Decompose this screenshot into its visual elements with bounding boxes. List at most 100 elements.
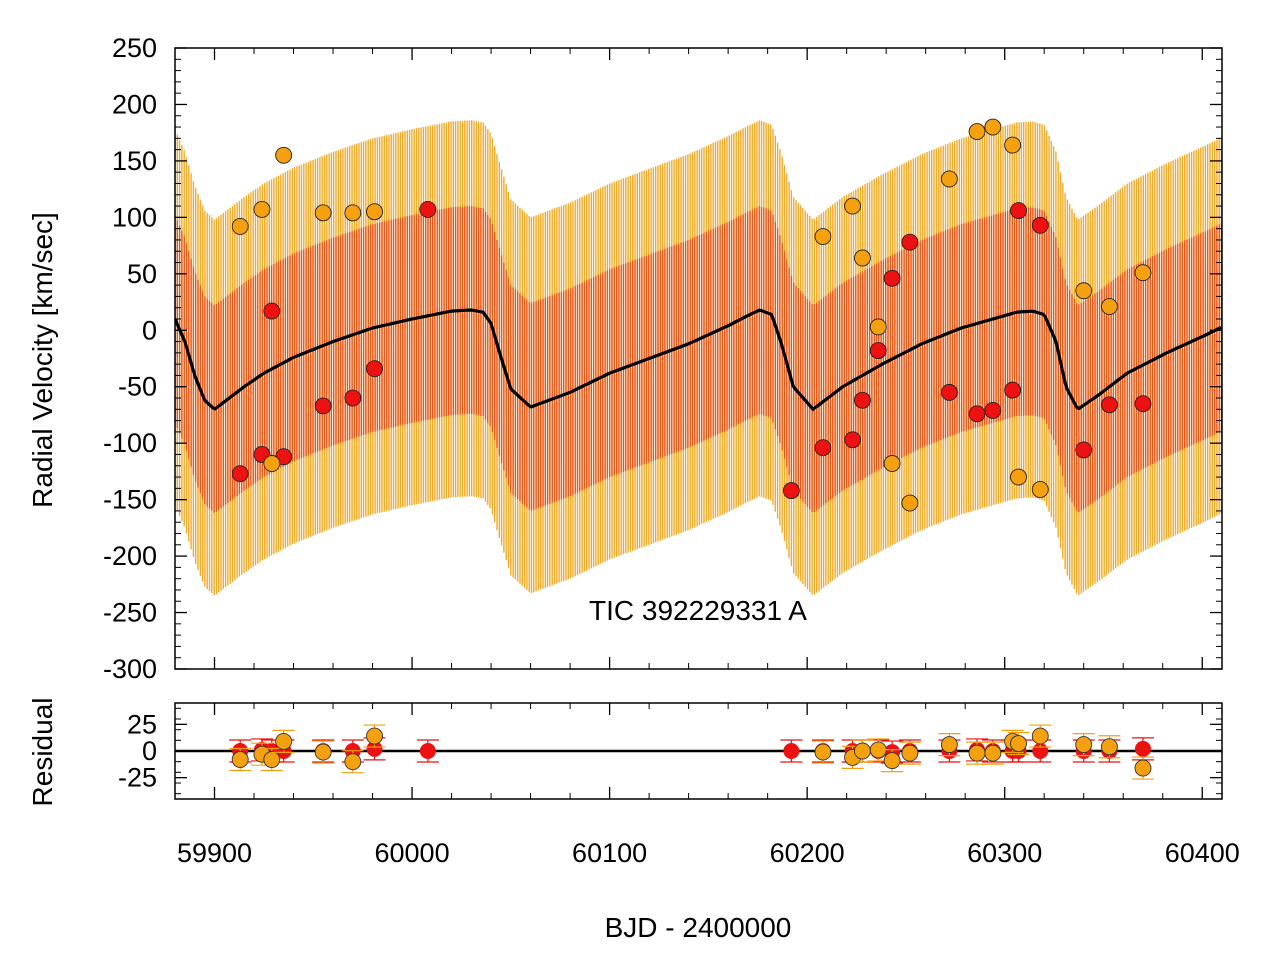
residual-point-component-2 — [275, 732, 293, 750]
x-tick-label: 60100 — [572, 838, 647, 868]
residual-point-component-1 — [366, 740, 383, 757]
y-tick-label: 0 — [142, 315, 157, 345]
x-tick-label: 59900 — [177, 838, 252, 868]
rv-point-component-2 — [1031, 481, 1049, 498]
residual-point-component-2 — [984, 744, 1002, 762]
rv-point-component-1 — [782, 482, 800, 500]
rv-point-component-2 — [275, 146, 293, 164]
y-tick-label: 200 — [112, 89, 157, 119]
x-tick-label: 60200 — [770, 838, 845, 868]
rv-point-component-2 — [844, 197, 862, 215]
residual-y-tick-label: 0 — [142, 736, 157, 766]
x-tick-label: 60400 — [1165, 838, 1240, 868]
rv-point-component-1 — [844, 431, 862, 449]
rv-point-component-1 — [901, 233, 919, 251]
rv-point-component-2 — [940, 170, 958, 188]
rv-point-component-1 — [1100, 396, 1118, 414]
residual-point-component-2 — [263, 751, 281, 768]
x-tick-label: 60000 — [375, 838, 450, 868]
residual-point-component-1 — [783, 743, 800, 759]
residual-point-component-2 — [231, 751, 249, 768]
y-tick-label: 100 — [112, 202, 157, 232]
x-tick-labels: 59900 60000 60100 60200 60300 60400 — [177, 838, 1240, 868]
model-curve — [175, 308, 1222, 412]
rv-point-component-1 — [1010, 202, 1027, 220]
rv-point-component-1 — [1075, 441, 1093, 459]
model-curve-line — [175, 308, 1222, 412]
rv-point-component-2 — [1134, 264, 1152, 282]
y-tick-label: -150 — [103, 485, 157, 515]
rv-point-component-2 — [366, 203, 383, 221]
residual-point-component-2 — [1134, 759, 1152, 777]
rv-point-component-2 — [814, 228, 832, 246]
residual-point-component-1 — [419, 743, 436, 759]
rv-point-component-2 — [231, 217, 249, 235]
rv-point-component-1 — [883, 269, 901, 287]
y-tick-label: 50 — [127, 259, 157, 289]
y-tick-label: -250 — [103, 598, 157, 628]
rv-point-component-2 — [1004, 136, 1022, 154]
x-axis-title: BJD - 2400000 — [605, 912, 792, 943]
bottom-panel-y-tick-labels: 250-25 — [118, 709, 157, 792]
rv-point-component-1 — [231, 465, 249, 483]
rv-point-component-1 — [869, 342, 887, 360]
rv-point-component-2 — [263, 455, 281, 472]
residual-point-component-2 — [1075, 736, 1093, 754]
rv-point-component-1 — [1134, 395, 1152, 413]
residual-point-component-2 — [1010, 735, 1027, 752]
rv-data-points — [231, 118, 1152, 512]
residual-point-component-2 — [344, 753, 362, 771]
rv-point-component-1 — [968, 405, 986, 423]
top-panel-frame — [174, 47, 1223, 670]
rv-point-component-2 — [869, 318, 887, 336]
rv-point-component-2 — [1100, 298, 1118, 316]
rv-point-component-2 — [968, 123, 986, 141]
residual-point-component-2 — [1100, 738, 1118, 756]
rv-point-component-2 — [344, 204, 362, 222]
rv-point-component-2 — [1075, 282, 1093, 300]
radial-velocity-panel: 250 200 150 100 50 0 -50 -100 -150 -200 -250 -300 R… — [27, 33, 1223, 684]
rv-point-component-1 — [940, 383, 958, 401]
target-annotation: TIC 392229331 A — [589, 595, 807, 626]
rv-point-component-1 — [814, 439, 832, 457]
residual-point-component-2 — [814, 743, 832, 761]
y-tick-label: -300 — [103, 654, 157, 684]
rv-point-component-2 — [854, 249, 871, 267]
rv-point-component-1 — [1004, 381, 1022, 399]
rv-point-component-1 — [314, 397, 332, 415]
residual-point-component-2 — [366, 727, 383, 745]
rv-point-component-1 — [854, 391, 871, 409]
rv-point-component-1 — [344, 389, 362, 407]
residual-point-component-1 — [1134, 740, 1151, 757]
top-panel-ticks — [174, 47, 1222, 670]
residual-point-component-2 — [940, 736, 958, 754]
residual-point-component-2 — [883, 752, 901, 770]
residual-point-component-2 — [1031, 727, 1049, 745]
residual-point-component-2 — [968, 744, 986, 762]
residual-axis-title: Residual — [27, 698, 58, 807]
bottom-panel-ticks — [174, 703, 1222, 799]
y-tick-label: -100 — [103, 428, 157, 458]
rv-point-component-2 — [314, 204, 332, 222]
residual-point-component-2 — [314, 743, 332, 761]
residual-panel: 250-25 Residual — [27, 698, 1223, 807]
rv-point-component-2 — [984, 118, 1002, 136]
y-tick-label: 250 — [112, 33, 157, 63]
rv-point-component-1 — [263, 302, 281, 320]
residual-y-tick-label: -25 — [118, 763, 157, 793]
rv-point-component-1 — [1031, 216, 1049, 234]
top-panel-y-tick-labels: 250 200 150 100 50 0 -50 -100 -150 -200 -250 -300 — [103, 33, 157, 684]
rv-point-component-2 — [901, 494, 919, 512]
residual-point-component-2 — [901, 744, 919, 762]
x-tick-label: 60300 — [967, 838, 1042, 868]
residual-y-tick-label: 25 — [127, 709, 157, 739]
rv-point-component-1 — [366, 360, 383, 378]
rv-point-component-2 — [253, 201, 271, 218]
y-tick-label: -200 — [103, 541, 157, 571]
y-tick-label: 150 — [112, 146, 157, 176]
rv-point-component-1 — [984, 401, 1002, 419]
rv-point-component-2 — [1010, 468, 1027, 486]
residual-point-component-2 — [854, 742, 871, 760]
rv-point-component-1 — [419, 201, 437, 218]
